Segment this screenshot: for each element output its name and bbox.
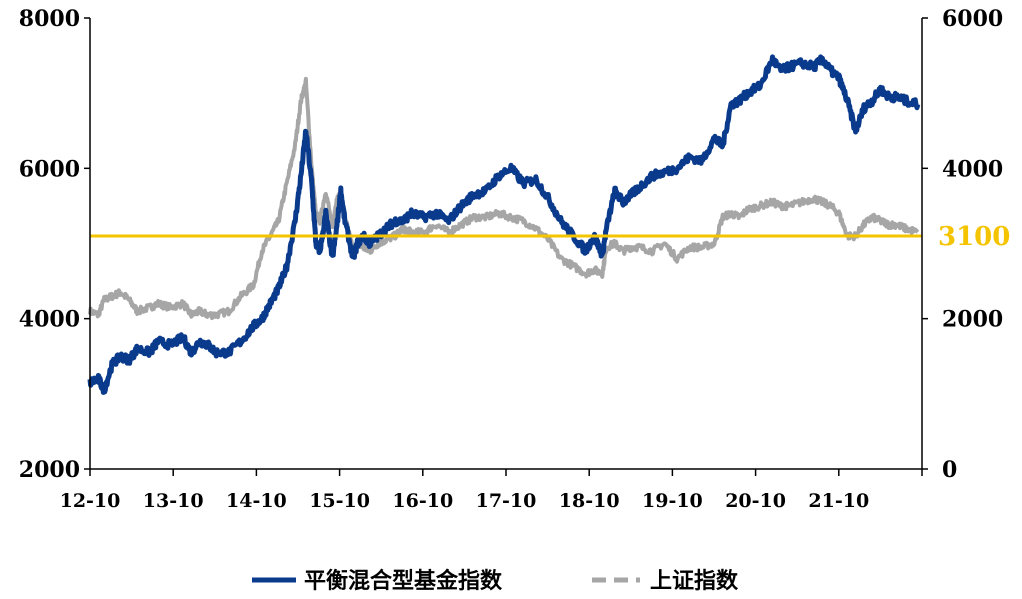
y-left-tick-label: 8000 — [19, 6, 80, 32]
reference-line-group: 3100 — [90, 222, 1010, 252]
y-right-tick-label: 0 — [942, 457, 957, 483]
x-tick-label: 19-10 — [642, 490, 703, 512]
x-tick-label: 13-10 — [143, 490, 204, 512]
reference-line-label: 3100 — [938, 222, 1010, 252]
x-tick-label: 12-10 — [60, 490, 121, 512]
x-tick-label: 17-10 — [476, 490, 537, 512]
x-tick-label: 21-10 — [808, 490, 869, 512]
legend-label-sse-index: 上证指数 — [650, 568, 739, 594]
x-tick-label: 18-10 — [559, 490, 620, 512]
x-tick-label: 16-10 — [392, 490, 453, 512]
x-tick-label: 20-10 — [725, 490, 786, 512]
series-line-fund-index — [87, 54, 921, 395]
y-left-tick-label: 2000 — [19, 457, 80, 483]
tick-labels: 2000 4000 6000 8000 0 2000 4000 6000 12-10 13-10 1… — [19, 6, 1003, 512]
plot-lines — [87, 54, 921, 395]
axes — [84, 17, 928, 476]
y-left-tick-label: 6000 — [19, 156, 80, 182]
y-right-tick-label: 6000 — [942, 6, 1003, 32]
y-right-tick-label: 2000 — [942, 307, 1003, 333]
x-tick-label: 14-10 — [226, 490, 287, 512]
series-line-sse-index — [88, 76, 920, 321]
y-left-tick-label: 4000 — [19, 307, 80, 333]
legend: 平衡混合型基金指数 上证指数 — [252, 568, 739, 594]
legend-label-fund-index: 平衡混合型基金指数 — [304, 568, 503, 594]
y-right-tick-label: 4000 — [942, 156, 1003, 182]
x-tick-label: 15-10 — [309, 490, 370, 512]
